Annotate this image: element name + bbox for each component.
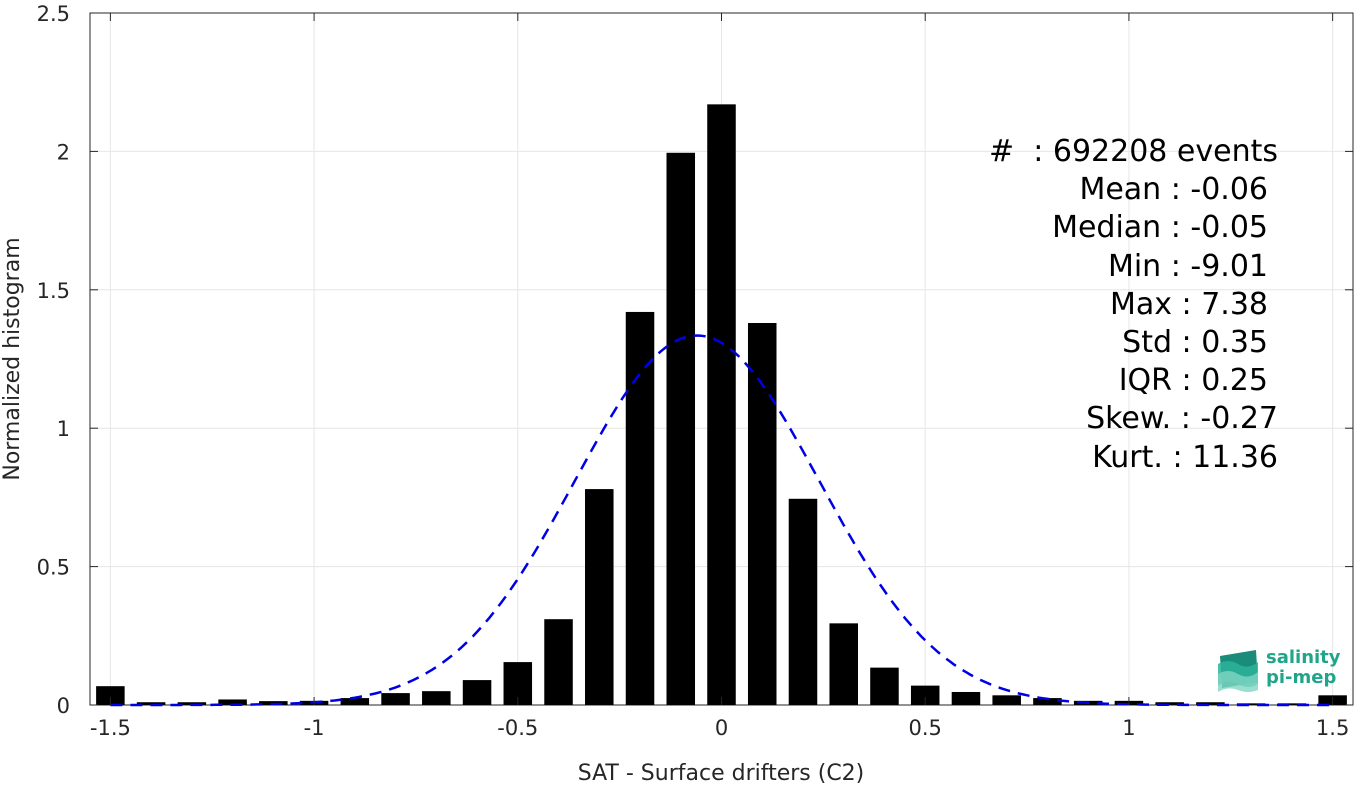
stat-median: Median : -0.05 — [1052, 210, 1268, 246]
stat-kurt: Kurt. : 11.36 — [1092, 439, 1278, 475]
stat-mean: Mean : -0.06 — [1079, 172, 1268, 208]
histogram-bar — [625, 311, 655, 705]
stat-std: Std : 0.35 — [1122, 325, 1268, 361]
histogram-bar — [96, 686, 125, 705]
histogram-bar — [544, 619, 573, 705]
histogram-bar — [1277, 703, 1307, 705]
y-tick-label: 0.5 — [37, 556, 70, 580]
axis-ticks: -1.5 -1 -0.5 0 0.5 1 1.5 0 0.5 1 1.5 2 2.5 — [37, 2, 1353, 740]
x-tick-label: -1.5 — [90, 716, 131, 740]
histogram-bar — [462, 680, 492, 705]
logo-text-salinity: salinity — [1266, 647, 1341, 668]
stat-events: # : 692208 events — [989, 134, 1278, 169]
statistics-box: # : 692208 events Mean : -0.06 Median : … — [989, 133, 1278, 477]
y-tick-label: 1.5 — [37, 279, 70, 303]
stat-skew: Skew. : -0.27 — [1086, 401, 1278, 437]
histogram-bar — [747, 323, 777, 705]
y-tick-label: 0 — [57, 694, 70, 718]
histogram-bar — [1236, 703, 1266, 705]
x-tick-label: -1 — [304, 716, 325, 740]
histogram-bar — [1033, 698, 1062, 705]
histogram-bar — [1196, 702, 1225, 705]
x-tick-label: 0 — [715, 716, 728, 740]
histogram-bar — [910, 685, 940, 705]
histogram-bar — [707, 104, 736, 706]
x-tick-label: -0.5 — [497, 716, 538, 740]
x-tick-label: 1.5 — [1316, 716, 1349, 740]
histogram-bar — [136, 702, 166, 705]
y-tick-label: 2 — [57, 140, 70, 164]
histogram-bar — [177, 702, 207, 705]
stat-iqr: IQR : 0.25 — [1118, 363, 1268, 399]
logo-wave-icon — [1218, 650, 1258, 692]
histogram-bar — [585, 489, 614, 705]
histogram-bar — [870, 667, 899, 705]
y-tick-label: 2.5 — [37, 2, 70, 26]
logo-text-pimep: pi-mep — [1266, 667, 1337, 688]
histogram-bar — [666, 152, 696, 705]
histogram-bar — [340, 698, 370, 705]
histogram-bar — [218, 699, 247, 705]
salinity-pimep-logo: salinity pi-mep — [1216, 646, 1346, 694]
histogram-bar — [381, 693, 410, 705]
histogram-bar — [992, 695, 1021, 705]
histogram-bar — [829, 623, 858, 705]
x-axis-label: SAT - Surface drifters (C2) — [578, 761, 865, 785]
x-tick-label: 1 — [1122, 716, 1135, 740]
y-axis-label: Normalized histogram — [0, 237, 25, 480]
x-tick-label: 0.5 — [909, 716, 942, 740]
histogram-bar — [788, 498, 818, 705]
stat-min: Min : -9.01 — [1107, 248, 1268, 284]
y-tick-label: 1 — [57, 417, 70, 441]
histogram-bar — [951, 691, 981, 705]
histogram-bar — [1155, 702, 1184, 705]
histogram-bar — [422, 691, 451, 705]
histogram-bars — [96, 104, 1347, 706]
stat-max: Max : 7.38 — [1110, 286, 1268, 322]
